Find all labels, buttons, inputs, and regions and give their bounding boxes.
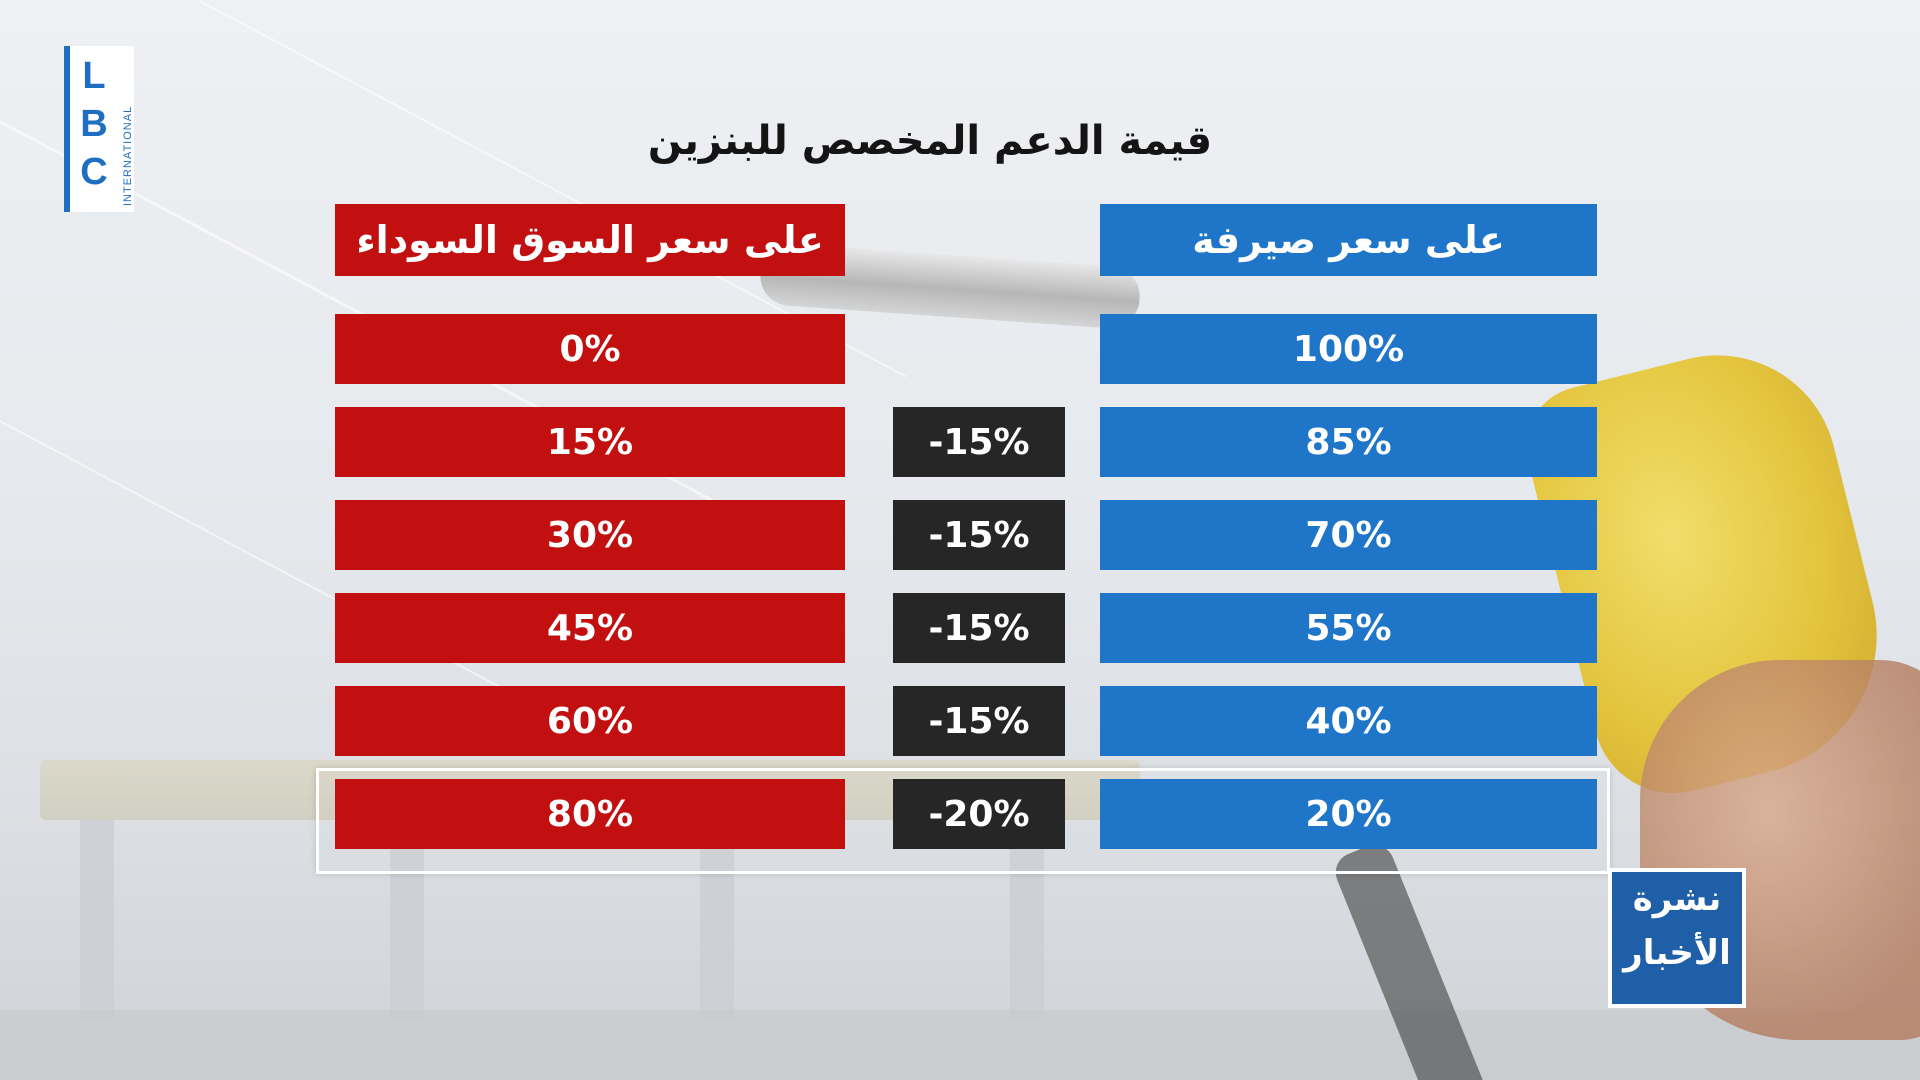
difference-cell: -15%	[893, 593, 1065, 663]
highlighted-row-outline	[316, 768, 1610, 874]
black-market-cell: 0%	[335, 314, 845, 384]
exchange-rate-cell: 55%	[1100, 593, 1597, 663]
exchange-rate-cell: 85%	[1100, 407, 1597, 477]
difference-cell: -15%	[893, 407, 1065, 477]
logo-subtitle: INTERNATIONAL	[122, 105, 134, 206]
badge-line-1: نشرة	[1632, 879, 1722, 919]
black-market-cell: 30%	[335, 500, 845, 570]
channel-logo: LBC INTERNATIONAL	[64, 46, 134, 212]
black-market-cell: 80%	[335, 779, 845, 849]
badge-line-2: الأخبار	[1623, 933, 1731, 973]
black-market-cell: 45%	[335, 593, 845, 663]
column-header-exchange-rate: على سعر صيرفة	[1100, 204, 1597, 276]
black-market-cell: 15%	[335, 407, 845, 477]
difference-cell: -15%	[893, 500, 1065, 570]
black-market-cell: 60%	[335, 686, 845, 756]
logo-letters: LBC	[80, 55, 108, 193]
exchange-rate-cell: 20%	[1100, 779, 1597, 849]
difference-cell: -20%	[893, 779, 1065, 849]
column-header-black-market: على سعر السوق السوداء	[335, 204, 845, 276]
difference-cell: -15%	[893, 686, 1065, 756]
exchange-rate-cell: 70%	[1100, 500, 1597, 570]
exchange-rate-cell: 40%	[1100, 686, 1597, 756]
page-title: قيمة الدعم المخصص للبنزين	[647, 118, 1213, 164]
exchange-rate-cell: 100%	[1100, 314, 1597, 384]
news-bulletin-badge: نشرة الأخبار	[1608, 868, 1746, 1008]
